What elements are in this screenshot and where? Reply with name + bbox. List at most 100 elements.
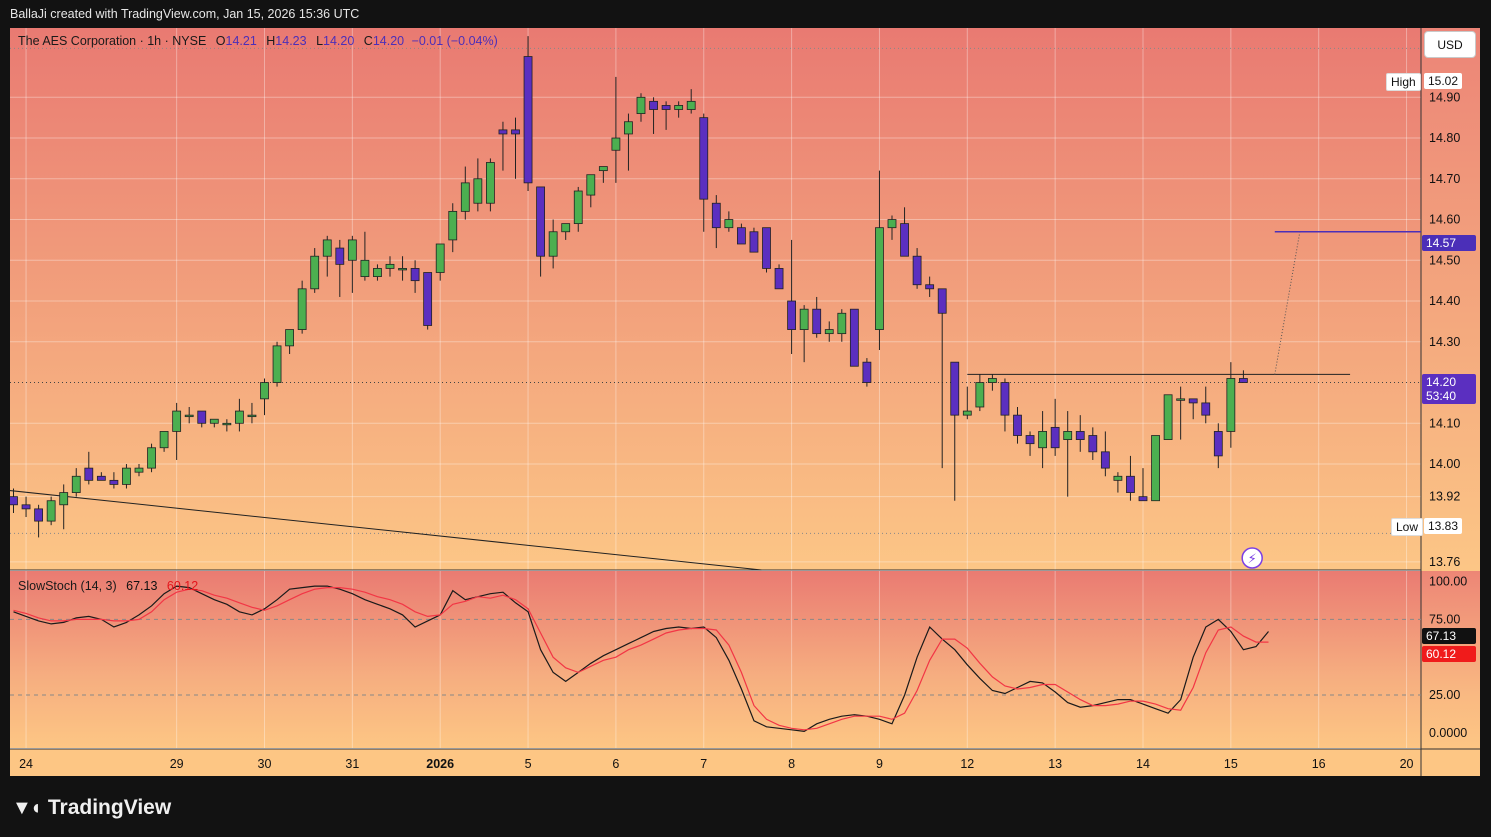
indicator-k-value: 67.13	[126, 579, 158, 593]
time-axis-tick-label: 14	[1136, 757, 1150, 771]
time-axis-tick-label: 20	[1400, 757, 1414, 771]
bear-candle	[96, 472, 106, 481]
high-marker-label: High	[1386, 73, 1421, 91]
stoch-d-line	[13, 586, 1269, 731]
bear-candle	[335, 239, 345, 297]
candle-body	[1151, 435, 1160, 502]
currency-button[interactable]: USD	[1424, 31, 1476, 58]
bear-candle	[925, 276, 935, 297]
tradingview-logo-icon: ▼◖	[12, 796, 42, 819]
indicator-pane[interactable]	[10, 571, 1421, 748]
candle-body	[1088, 435, 1098, 453]
low-label: L	[316, 34, 324, 48]
candle-body	[1025, 435, 1035, 445]
bull-candle	[674, 101, 684, 118]
bull-candle	[573, 186, 583, 232]
bull-candle	[347, 235, 357, 293]
candle-body	[1075, 431, 1085, 440]
time-axis-tick-label: 8	[788, 757, 795, 771]
lightning-circle	[1241, 547, 1263, 569]
candle-body	[1013, 414, 1022, 436]
bear-candle	[1013, 406, 1022, 444]
grid-lines	[10, 28, 1421, 749]
bull-candle	[799, 305, 809, 363]
bear-candle	[862, 358, 872, 387]
time-axis-tick-label: 2026	[426, 757, 454, 771]
candle-body	[511, 129, 520, 135]
candle-body	[84, 467, 94, 481]
bull-candle	[147, 443, 156, 473]
stoch-axis-tick-label: 25.00	[1429, 688, 1460, 702]
bear-candle	[511, 117, 520, 179]
price-axis-tick-label: 14.10	[1429, 416, 1460, 430]
candle-body	[247, 414, 257, 418]
bear-candle	[661, 101, 671, 130]
candle-body	[950, 361, 960, 416]
bear-candle	[10, 488, 18, 513]
bear-candle	[699, 113, 709, 232]
chart-canvas: 24 29 30 31 2026 5 6 7 8 9 12 13 14 15 16 20 14.90 14.80 1…	[10, 28, 1480, 776]
candle-body	[975, 382, 985, 408]
bear-candle	[649, 97, 658, 134]
bull-candle	[598, 166, 608, 183]
bull-candle	[962, 386, 972, 420]
time-axis-tick-label: 16	[1312, 757, 1326, 771]
stoch-axis-tick-label: 75.00	[1429, 612, 1460, 626]
bear-candle	[423, 272, 433, 330]
bull-candle	[548, 219, 558, 269]
candle-body	[962, 410, 972, 416]
candle-body	[787, 300, 796, 330]
time-axis-tick-label: 24	[19, 757, 33, 771]
indicator-legend[interactable]: SlowStoch (14, 3) 67.13 60.12	[18, 579, 198, 593]
candle-body	[197, 410, 207, 424]
bull-candle	[485, 158, 495, 212]
bear-candle	[1239, 370, 1248, 383]
candle-body	[1000, 382, 1010, 416]
time-axis-tick-label: 12	[960, 757, 974, 771]
price-pane[interactable]	[10, 28, 1421, 570]
bull-candle	[561, 223, 571, 240]
candle-body	[912, 255, 922, 286]
candle-body	[310, 255, 320, 290]
tradingview-logo[interactable]: ▼◖ TradingView	[12, 796, 171, 820]
bull-candle	[234, 398, 244, 432]
candle-body	[661, 105, 671, 110]
close-value: 14.20	[372, 34, 405, 48]
bull-candle	[1113, 472, 1123, 493]
bear-candle	[762, 227, 771, 273]
candle-body	[573, 190, 583, 225]
time-axis-tick-label: 30	[258, 757, 272, 771]
symbol-legend[interactable]: The AES Corporation · 1h · NYSE O14.21 H…	[18, 34, 498, 48]
candle-body	[335, 247, 345, 265]
bear-candle	[787, 239, 796, 355]
time-axis-tick-label: 29	[170, 757, 184, 771]
candle-body	[523, 56, 533, 184]
candle-body	[837, 312, 847, 335]
bear-candle	[410, 260, 420, 293]
high-marker-value: 15.02	[1424, 73, 1463, 89]
stoch-k-tag: 67.13	[1422, 628, 1476, 644]
candle-body	[900, 223, 909, 257]
price-axis-tick-label: 14.00	[1429, 457, 1460, 471]
time-axis[interactable]	[10, 749, 1421, 776]
candle-body	[1176, 398, 1186, 401]
low-marker-label: Low	[1391, 518, 1424, 536]
bear-candle	[711, 195, 721, 249]
bear-candle	[1000, 378, 1010, 432]
candle-body	[925, 284, 935, 290]
candle-body	[988, 378, 997, 383]
time-axis-tick-label: 5	[525, 757, 532, 771]
last-price-tag: 14.20 53:40	[1422, 374, 1476, 404]
bull-candle	[71, 468, 81, 497]
bear-candle	[1138, 468, 1148, 502]
bull-candle	[398, 256, 407, 281]
change-value: −0.01 (−0.04%)	[411, 34, 498, 48]
candle-body	[1050, 426, 1060, 449]
bull-candle	[322, 235, 332, 277]
bull-candle	[988, 374, 997, 391]
candle-body	[711, 202, 721, 229]
candle-body	[724, 219, 734, 229]
bear-candle	[1025, 431, 1035, 456]
open-value: 14.21	[225, 34, 257, 48]
bull-candle	[686, 89, 696, 114]
